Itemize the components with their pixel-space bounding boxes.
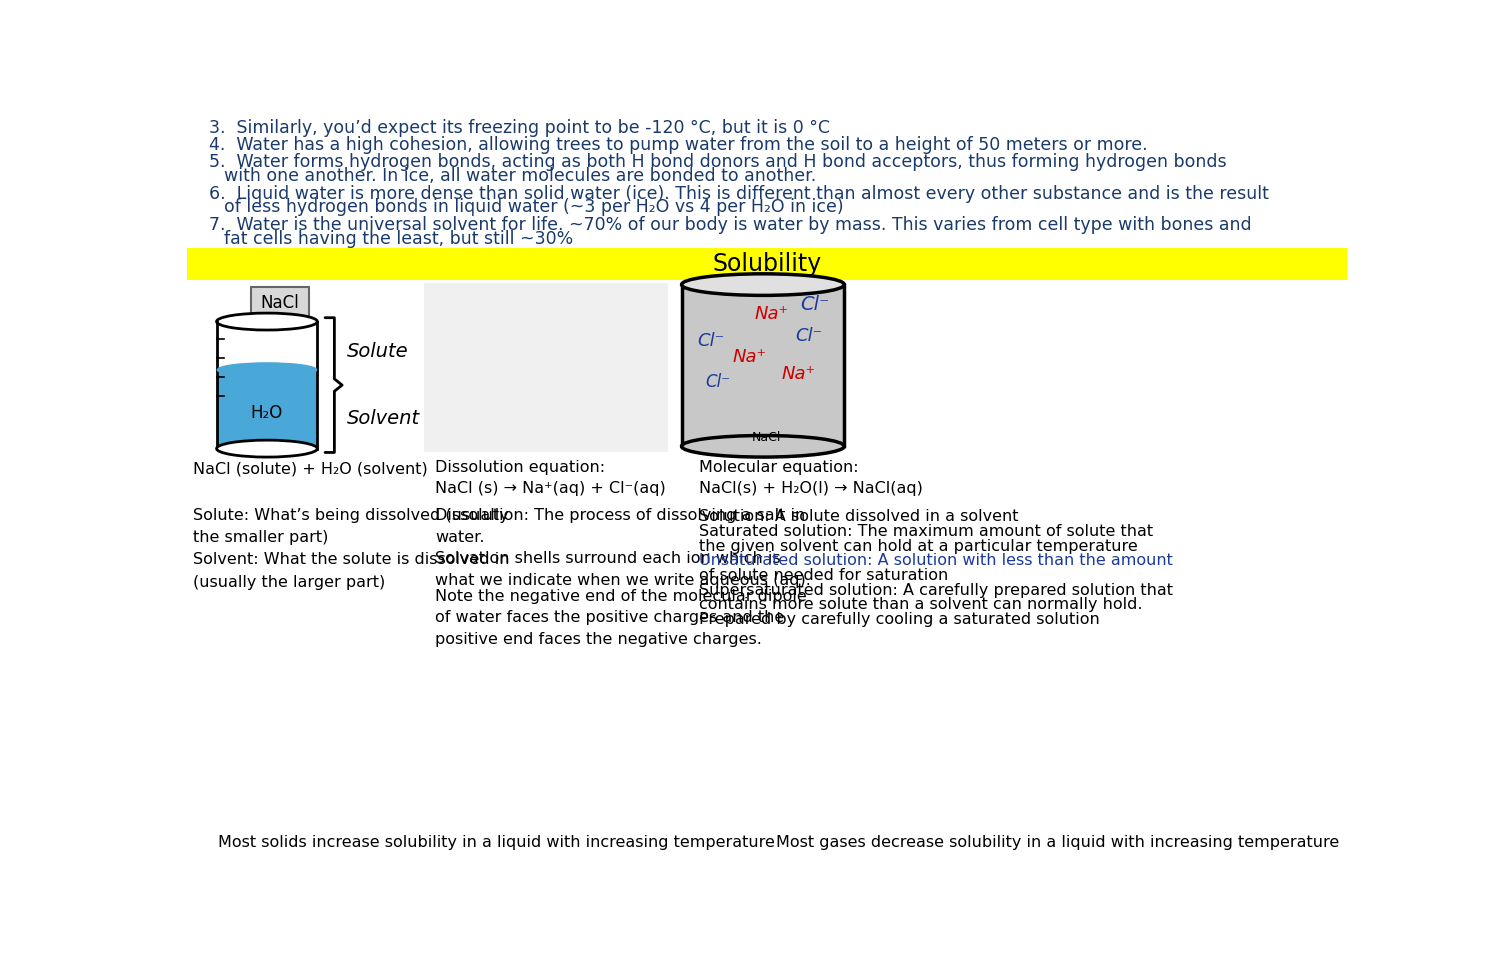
Text: Note the negative end of the molecular dipole
of water faces the positive charge: Note the negative end of the molecular d… [436,588,807,647]
Text: Na⁺: Na⁺ [734,348,766,367]
Text: Na⁺: Na⁺ [754,304,787,323]
Text: Dissolution equation:
NaCl (s) → Na⁺(aq) + Cl⁻(aq): Dissolution equation: NaCl (s) → Na⁺(aq)… [436,460,666,496]
Text: Solution: A solute dissolved in a solvent: Solution: A solute dissolved in a solven… [699,510,1018,524]
FancyBboxPatch shape [251,287,308,320]
Ellipse shape [217,363,316,376]
Text: Cl⁻: Cl⁻ [705,372,731,391]
Text: of solute needed for saturation: of solute needed for saturation [699,568,948,583]
Text: Most gases decrease solubility in a liquid with increasing temperature: Most gases decrease solubility in a liqu… [775,835,1340,851]
Text: Na⁺: Na⁺ [781,365,816,382]
Text: Cl⁻: Cl⁻ [698,332,725,350]
Text: fat cells having the least, but still ~30%: fat cells having the least, but still ~3… [225,230,573,248]
Ellipse shape [217,440,317,457]
Bar [681,284,844,446]
Text: H₂O: H₂O [251,404,283,422]
Text: 3.  Similarly, you’d expect its freezing point to be -120 °C, but it is 0 °C: 3. Similarly, you’d expect its freezing … [208,119,829,137]
Text: NaCl: NaCl [751,431,781,444]
Text: with one another. In ice, all water molecules are bonded to another.: with one another. In ice, all water mole… [225,167,816,184]
Text: Saturated solution: The maximum amount of solute that: Saturated solution: The maximum amount o… [699,524,1153,540]
Text: Solubility: Solubility [713,252,822,276]
Bar [424,283,668,452]
Text: 5.  Water forms hydrogen bonds, acting as both H bond donors and H bond acceptor: 5. Water forms hydrogen bonds, acting as… [208,153,1226,171]
Text: the given solvent can hold at a particular temperature: the given solvent can hold at a particul… [699,539,1138,554]
Ellipse shape [681,274,844,296]
Text: Cl⁻: Cl⁻ [795,327,822,346]
Ellipse shape [681,436,844,457]
Text: of less hydrogen bonds in liquid water (~3 per H₂O vs 4 per H₂O in ice): of less hydrogen bonds in liquid water (… [225,199,844,216]
Text: Prepared by carefully cooling a saturated solution: Prepared by carefully cooling a saturate… [699,612,1099,627]
Text: 4.  Water has a high cohesion, allowing trees to pump water from the soil to a h: 4. Water has a high cohesion, allowing t… [208,136,1147,154]
Text: Most solids increase solubility in a liquid with increasing temperature: Most solids increase solubility in a liq… [219,835,775,851]
Text: Solvent: Solvent [347,409,419,428]
Text: Unsaturated solution: A solution with less than the amount: Unsaturated solution: A solution with le… [699,553,1172,568]
Ellipse shape [217,313,317,330]
Text: Molecular equation:
NaCl(s) + H₂O(l) → NaCl(aq): Molecular equation: NaCl(s) + H₂O(l) → N… [699,460,922,496]
Bar [217,370,316,448]
Text: NaCl (solute) + H₂O (solvent): NaCl (solute) + H₂O (solvent) [193,462,428,477]
Text: Supersaturated solution: A carefully prepared solution that: Supersaturated solution: A carefully pre… [699,583,1172,597]
Text: 6.  Liquid water is more dense than solid water (ice). This is different than al: 6. Liquid water is more dense than solid… [208,184,1268,203]
Text: contains more solute than a solvent can normally hold.: contains more solute than a solvent can … [699,597,1142,612]
Text: Solute: What’s being dissolved (usually
the smaller part)
Solvent: What the solu: Solute: What’s being dissolved (usually … [193,508,510,589]
Text: Solute: Solute [347,342,409,361]
Text: NaCl: NaCl [260,294,299,312]
Text: Dissolution: The process of dissolving a salt in
water.
Solvation shells surroun: Dissolution: The process of dissolving a… [436,508,811,588]
Text: Cl⁻: Cl⁻ [801,295,829,314]
Text: 7.  Water is the universal solvent for life. ~70% of our body is water by mass. : 7. Water is the universal solvent for li… [208,216,1251,234]
Bar [187,248,1347,280]
